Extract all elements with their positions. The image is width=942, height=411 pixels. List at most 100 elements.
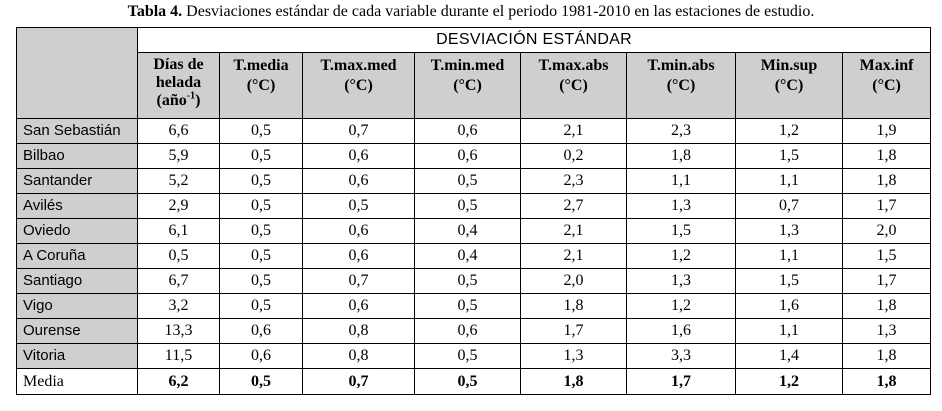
caption-text: Desviaciones estándar de cada variable d… <box>182 3 815 20</box>
value-cell: 0,5 <box>219 218 303 244</box>
value-cell: 1,2 <box>626 243 736 269</box>
value-cell: 1,6 <box>735 293 843 319</box>
value-cell: 2,1 <box>520 243 627 269</box>
value-cell: 0,6 <box>414 143 521 169</box>
value-cell: 0,5 <box>302 193 415 219</box>
table-row: Santiago 6,7 0,5 0,7 0,5 2,0 1,3 1,5 1,7 <box>16 268 932 294</box>
value-cell: 0,8 <box>302 343 415 369</box>
value-cell: 1,3 <box>626 268 736 294</box>
col-header-frost-days: Días de helada (año-1) <box>137 52 220 119</box>
value-cell: 0,5 <box>219 118 303 144</box>
value-cell: 1,8 <box>520 293 627 319</box>
col-header-tminabs: T.min.abs (°C) <box>626 52 736 119</box>
station-name: Bilbao <box>16 143 138 169</box>
value-cell: 6,6 <box>137 118 220 144</box>
value-cell: 0,8 <box>302 318 415 344</box>
value-cell: 0,5 <box>219 143 303 169</box>
value-cell: 1,8 <box>520 368 627 395</box>
value-cell: 1,5 <box>735 143 843 169</box>
value-cell: 2,3 <box>520 168 627 194</box>
value-cell: 1,2 <box>735 118 843 144</box>
corner-cell <box>16 27 138 119</box>
value-cell: 1,1 <box>735 318 843 344</box>
value-cell: 0,5 <box>137 243 220 269</box>
station-name: Avilés <box>16 193 138 219</box>
value-cell: 1,8 <box>626 143 736 169</box>
value-cell: 0,5 <box>414 268 521 294</box>
value-cell: 0,6 <box>414 118 521 144</box>
value-cell: 1,2 <box>626 293 736 319</box>
value-cell: 0,6 <box>302 218 415 244</box>
value-cell: 0,6 <box>302 243 415 269</box>
value-cell: 0,5 <box>219 268 303 294</box>
value-cell: 1,9 <box>841 118 932 144</box>
value-cell: 0,6 <box>414 318 521 344</box>
station-name: Santander <box>16 168 138 194</box>
value-cell: 2,7 <box>520 193 627 219</box>
value-cell: 0,2 <box>520 143 627 169</box>
caption-label: Tabla 4. <box>127 3 183 20</box>
value-cell: 1,3 <box>626 193 736 219</box>
value-cell: 0,5 <box>219 168 303 194</box>
value-cell: 1,8 <box>841 168 932 194</box>
value-cell: 1,1 <box>735 243 843 269</box>
value-cell: 1,3 <box>841 318 932 344</box>
mean-row: Media 6,2 0,5 0,7 0,5 1,8 1,7 1,2 1,8 <box>16 368 932 395</box>
value-cell: 11,5 <box>137 343 220 369</box>
station-name: Oviedo <box>16 218 138 244</box>
value-cell: 5,9 <box>137 143 220 169</box>
value-cell: 2,3 <box>626 118 736 144</box>
value-cell: 1,3 <box>735 218 843 244</box>
value-cell: 2,1 <box>520 218 627 244</box>
value-cell: 0,5 <box>414 193 521 219</box>
value-cell: 1,8 <box>841 143 932 169</box>
value-cell: 2,0 <box>520 268 627 294</box>
station-name: A Coruña <box>16 243 138 269</box>
value-cell: 1,5 <box>735 268 843 294</box>
value-cell: 1,1 <box>735 168 843 194</box>
value-cell: 1,4 <box>735 343 843 369</box>
value-cell: 1,7 <box>841 268 932 294</box>
value-cell: 1,7 <box>626 368 736 395</box>
value-cell: 0,5 <box>219 368 303 395</box>
table-row: Bilbao 5,9 0,5 0,6 0,6 0,2 1,8 1,5 1,8 <box>16 143 932 169</box>
table-row: Ourense 13,3 0,6 0,8 0,6 1,7 1,6 1,1 1,3 <box>16 318 932 344</box>
value-cell: 1,5 <box>626 218 736 244</box>
std-deviation-table: DESVIACIÓN ESTÁNDAR Días de helada (año-… <box>16 27 932 395</box>
value-cell: 0,6 <box>302 168 415 194</box>
value-cell: 2,9 <box>137 193 220 219</box>
value-cell: 6,7 <box>137 268 220 294</box>
value-cell: 0,6 <box>219 318 303 344</box>
value-cell: 1,3 <box>520 343 627 369</box>
value-cell: 1,8 <box>841 293 932 319</box>
table-body: San Sebastián 6,6 0,5 0,7 0,6 2,1 2,3 1,2 1,9 Bil… <box>16 118 932 395</box>
value-cell: 0,5 <box>414 368 521 395</box>
col-header-minsup: Min.sup (°C) <box>735 52 843 119</box>
value-cell: 0,6 <box>302 293 415 319</box>
value-cell: 0,6 <box>219 343 303 369</box>
value-cell: 1,7 <box>520 318 627 344</box>
value-cell: 0,7 <box>735 193 843 219</box>
table-row: Oviedo 6,1 0,5 0,6 0,4 2,1 1,5 1,3 2,0 <box>16 218 932 244</box>
value-cell: 1,6 <box>626 318 736 344</box>
col-header-tminmed: T.min.med (°C) <box>414 52 521 119</box>
value-cell: 1,1 <box>626 168 736 194</box>
table-row: Vigo 3,2 0,5 0,6 0,5 1,8 1,2 1,6 1,8 <box>16 293 932 319</box>
value-cell: 0,5 <box>414 343 521 369</box>
value-cell: 6,1 <box>137 218 220 244</box>
col-header-maxinf: Max.inf (°C) <box>841 52 932 119</box>
value-cell: 5,2 <box>137 168 220 194</box>
value-cell: 0,7 <box>302 268 415 294</box>
value-cell: 0,5 <box>414 293 521 319</box>
value-cell: 3,3 <box>626 343 736 369</box>
col-header-tmedia: T.media (°C) <box>219 52 303 119</box>
value-cell: 0,4 <box>414 218 521 244</box>
value-cell: 0,4 <box>414 243 521 269</box>
value-cell: 2,0 <box>841 218 932 244</box>
table-row: San Sebastián 6,6 0,5 0,7 0,6 2,1 2,3 1,2 1,9 <box>16 118 932 144</box>
value-cell: 0,7 <box>302 118 415 144</box>
station-name: Vitoria <box>16 343 138 369</box>
value-cell: 1,2 <box>735 368 843 395</box>
station-name: Vigo <box>16 293 138 319</box>
value-cell: 0,7 <box>302 368 415 395</box>
